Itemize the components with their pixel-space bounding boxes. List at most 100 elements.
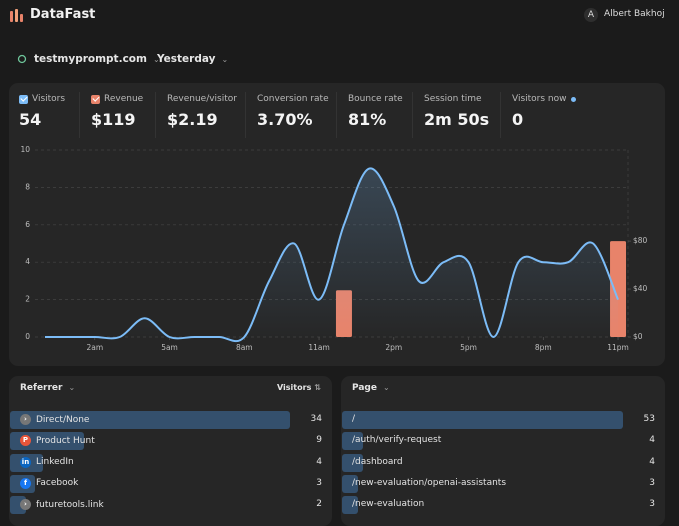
site-name: testmyprompt.com (34, 53, 147, 65)
site-select[interactable]: testmyprompt.com ⌄ (34, 53, 160, 65)
table-row[interactable]: f Facebook 3 (10, 474, 332, 493)
x-tick-label: 11am (308, 343, 329, 352)
table-row[interactable]: /new-evaluation 3 (342, 496, 665, 515)
table-row[interactable]: /new-evaluation/openai-assistants 3 (342, 474, 665, 493)
row-label: /new-evaluation (352, 499, 425, 510)
metric-label-text: Revenue (104, 94, 144, 104)
row-label: LinkedIn (36, 457, 74, 468)
separator (245, 92, 246, 138)
line (44, 167, 619, 343)
row-label: /new-evaluation/openai-assistants (352, 477, 507, 488)
metric-value: $119 (91, 110, 136, 129)
x-tick-label: 8am (236, 343, 253, 352)
row-label: / (352, 414, 356, 424)
row-count: 53 (643, 414, 655, 424)
row-name: f Facebook (20, 477, 79, 489)
separator (79, 92, 80, 138)
row-count: 9 (316, 435, 322, 446)
row-name: /auth/verify-request (352, 435, 441, 445)
row-label: Product Hunt (36, 435, 95, 446)
area (44, 168, 619, 342)
checkbox[interactable] (19, 94, 28, 104)
metric-label-text: Revenue/visitor (167, 94, 237, 104)
brand: DataFast (30, 7, 96, 22)
row-name: in LinkedIn (20, 456, 74, 468)
y-tick-label: 4 (25, 257, 30, 266)
row-count: 2 (316, 499, 322, 510)
row-count: 4 (316, 456, 322, 467)
row-label: futuretools.link (36, 499, 104, 510)
separator (336, 92, 337, 138)
table-row[interactable]: P Product Hunt 9 (10, 432, 332, 451)
metric-label-text: Session time (424, 94, 482, 104)
checkbox[interactable] (91, 94, 100, 104)
row-name: /new-evaluation (352, 499, 424, 509)
row-count: 3 (649, 499, 655, 510)
separator (155, 92, 156, 138)
table-header[interactable]: Referrer ⌄ (20, 383, 75, 393)
table-row[interactable]: in LinkedIn 4 (10, 453, 332, 472)
site-icon (17, 54, 27, 64)
table-row[interactable]: › Direct/None 34 (10, 411, 332, 429)
x-tick-label: 5pm (460, 343, 477, 352)
row-count: 3 (316, 477, 322, 488)
metric[interactable]: Visitors 54 (19, 94, 65, 129)
metric-value: 81% (348, 110, 387, 129)
row-bar (342, 474, 358, 493)
y-tick-label: 0 (25, 332, 30, 341)
row-name: /new-evaluation/openai-assistants (352, 478, 506, 488)
logo (10, 9, 23, 22)
y-tick-label: 10 (20, 145, 30, 154)
live-dot (570, 96, 576, 102)
x-tick-label: 2pm (385, 343, 402, 352)
separator (412, 92, 413, 138)
row-bar (342, 432, 364, 451)
table-row[interactable]: › futuretools.link 2 (10, 496, 332, 515)
y2-tick-label: $80 (633, 236, 648, 245)
x-tick-label: 11pm (607, 343, 629, 352)
table-row[interactable]: / 53 (342, 411, 665, 429)
column-header[interactable]: Visitors ⇅ (277, 383, 321, 392)
metric: Visitors now 0 (512, 94, 576, 129)
row-bar (342, 496, 358, 515)
page-card (341, 376, 665, 526)
metric-label: Revenue/visitor (167, 94, 237, 104)
period: Yesterday (157, 53, 216, 65)
row-count: 34 (310, 414, 322, 424)
table-header[interactable]: Page ⌄ (352, 383, 390, 393)
row-bar (342, 411, 623, 429)
metric-label-text: Visitors (32, 94, 66, 104)
metric-label-text: Bounce rate (348, 94, 403, 104)
source-icon: P (20, 435, 31, 447)
metric-label: Visitors now (512, 94, 576, 104)
user-name[interactable]: Albert Bakhoj (604, 9, 665, 19)
referrer-card (9, 376, 332, 526)
metric-value: 0 (512, 110, 524, 129)
metric-value: 3.70% (257, 110, 313, 129)
separator (500, 92, 501, 138)
table-row[interactable]: /dashboard 4 (342, 453, 665, 472)
y-tick-label: 8 (25, 182, 30, 191)
table-row[interactable]: /auth/verify-request 4 (342, 432, 665, 451)
metric: Conversion rate 3.70% (257, 94, 329, 129)
row-count: 3 (649, 477, 655, 488)
row-label: /dashboard (352, 456, 403, 467)
metric-value: 2m 50s (424, 110, 490, 129)
row-count: 4 (649, 435, 655, 446)
x-tick-label: 2am (86, 343, 103, 352)
y-tick-label: 6 (25, 220, 30, 229)
table-title: Referrer (20, 383, 63, 393)
metric: Session time 2m 50s (424, 94, 489, 129)
row-label: /auth/verify-request (352, 435, 442, 446)
row-label: Facebook (36, 478, 79, 489)
metric: Bounce rate 81% (348, 94, 403, 129)
row-name: › Direct/None (20, 414, 89, 425)
source-icon: in (20, 456, 31, 468)
metric-value: 54 (19, 110, 42, 129)
x-tick-label: 5am (161, 343, 178, 352)
metric[interactable]: Revenue $119 (91, 94, 143, 129)
avatar[interactable]: A (584, 8, 598, 22)
chart: 0 2 4 6 8 10 $0 $40 $80 2am 5am 8am 11am 2pm 5pm 8pm 11p… (20, 145, 648, 352)
period-select[interactable]: Yesterday ⌄ (157, 53, 229, 65)
x-tick-label: 8pm (535, 343, 552, 352)
